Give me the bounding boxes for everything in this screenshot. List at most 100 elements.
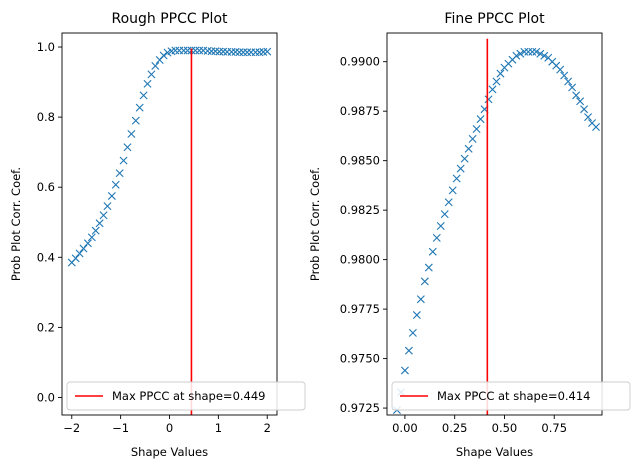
data-point (464, 144, 473, 153)
data-point (127, 129, 136, 138)
legend-label: Max PPCC at shape=0.414 (437, 389, 591, 403)
data-point (123, 143, 132, 152)
data-point (143, 79, 152, 88)
data-point (147, 70, 156, 79)
data-point (572, 91, 581, 100)
data-point (191, 46, 200, 55)
data-point (524, 47, 533, 56)
data-point (139, 91, 148, 100)
data-point (428, 247, 437, 256)
data-point (243, 48, 252, 57)
x-tick-label: 0 (166, 421, 173, 435)
y-tick-label: 0.9850 (340, 154, 380, 168)
data-point (183, 46, 192, 55)
data-point (568, 83, 577, 92)
data-point (103, 202, 112, 211)
data-point (99, 211, 108, 220)
data-point (452, 174, 461, 183)
axes-frame (386, 32, 603, 416)
chart-title: Fine PPCC Plot (444, 11, 545, 27)
data-point (239, 48, 248, 57)
data-point (151, 61, 160, 70)
data-point (516, 49, 525, 58)
data-point (584, 113, 593, 122)
data-point (432, 233, 441, 242)
data-point (476, 115, 485, 124)
y-axis-label: Prob Plot Corr. Coef. (308, 167, 322, 281)
y-tick-label: 0.9800 (340, 253, 380, 267)
data-point (420, 277, 429, 286)
data-point (107, 191, 116, 200)
data-point (111, 180, 120, 189)
y-tick-label: 0.6 (37, 180, 55, 194)
data-point (560, 71, 569, 80)
data-point (71, 254, 80, 263)
x-axis-label: Shape Values (131, 445, 208, 459)
data-point (416, 295, 425, 304)
legend: Max PPCC at shape=0.414 (391, 381, 631, 411)
x-axis-label: Shape Values (456, 445, 533, 459)
data-point (460, 154, 469, 163)
y-tick-label: 0.9750 (340, 352, 380, 366)
y-tick-label: 0.4 (37, 250, 55, 264)
data-point (87, 233, 96, 242)
data-point (412, 311, 421, 320)
data-point (131, 116, 140, 125)
data-point (263, 47, 272, 56)
data-point (564, 77, 573, 86)
data-point (556, 65, 565, 74)
x-tick-label: 0.25 (442, 421, 468, 435)
x-tick-label: 0.00 (392, 421, 418, 435)
data-point (171, 46, 180, 55)
y-tick-label: 0.9775 (340, 302, 380, 316)
chart-title: Rough PPCC Plot (111, 11, 228, 27)
chart-panel-2: Fine PPCC Plot 0.00 0.25 0.50 0.75 0.9725 0.97… (308, 11, 631, 459)
y-tick-label: 0.9900 (340, 55, 380, 69)
chart-panel-1: Rough PPCC Plot −2 −1 0 1 2 0.0 0.2 0.4 0.6 0.8 1.0… (9, 11, 306, 459)
x-tick-label: −2 (63, 421, 80, 435)
y-tick-label: 1.0 (37, 40, 55, 54)
data-point (592, 123, 601, 132)
data-point (91, 226, 100, 235)
data-point (195, 46, 204, 55)
x-tick-label: 1 (215, 421, 222, 435)
data-point (436, 221, 445, 230)
data-point (484, 95, 493, 104)
legend: Max PPCC at shape=0.449 (66, 381, 306, 411)
data-point (456, 164, 465, 173)
data-point (235, 48, 244, 57)
data-point (536, 49, 545, 58)
y-tick-label: 0.8 (37, 110, 55, 124)
data-point (207, 47, 216, 56)
data-point (227, 47, 236, 56)
data-point (488, 85, 497, 94)
data-point (135, 103, 144, 112)
y-tick-label: 0.2 (37, 320, 55, 334)
x-tick-label: 2 (264, 421, 271, 435)
y-tick-label: 0.9875 (340, 104, 380, 118)
data-point (179, 46, 188, 55)
data-point (468, 134, 477, 143)
data-point (492, 77, 501, 86)
y-tick-label: 0.9725 (340, 401, 380, 415)
data-point (520, 47, 529, 56)
data-point (115, 169, 124, 178)
data-point (119, 156, 128, 165)
data-point (540, 51, 549, 60)
legend-box (66, 381, 306, 411)
data-point (83, 239, 92, 248)
data-point (404, 346, 413, 355)
data-point (496, 69, 505, 78)
data-point (472, 125, 481, 133)
data-point (576, 97, 585, 106)
data-point (95, 219, 104, 228)
data-point (408, 328, 417, 337)
data-point (400, 366, 409, 375)
data-point (75, 249, 84, 258)
legend-box (391, 381, 631, 411)
x-tick-label: 0.75 (541, 421, 567, 435)
x-tick-label: 0.50 (492, 421, 518, 435)
data-point (512, 51, 521, 60)
data-point (444, 198, 453, 207)
